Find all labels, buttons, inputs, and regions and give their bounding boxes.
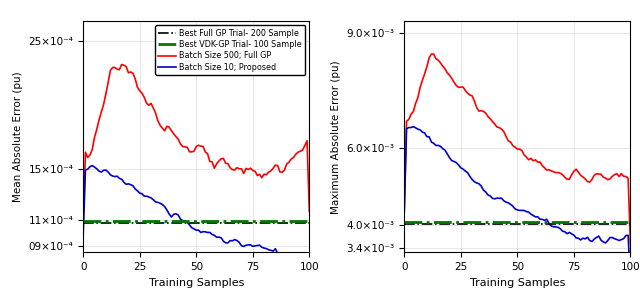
Batch Size 10; Proposed [97,170,105,174]
Batch Size 10; Proposed [186,223,193,227]
Batch Size 10; Proposed [79,233,87,237]
Batch Size 10; Proposed [138,192,146,195]
Line: Batch Size 10; Proposed: Batch Size 10; Proposed [83,166,309,292]
Legend: Best Full GP Trial- 200 Sample, Best VDK-GP Trial- 100 Sample, Batch Size 500; F: Best Full GP Trial- 200 Sample, Best VDK… [156,25,305,75]
Batch Size 10; Proposed [218,236,225,240]
X-axis label: Training Samples: Training Samples [470,278,565,288]
Batch Size 500; Full GP [79,219,87,223]
Y-axis label: Maximum Absolute Error (pu): Maximum Absolute Error (pu) [331,60,341,214]
Batch Size 500; Full GP [305,210,313,213]
X-axis label: Training Samples: Training Samples [148,278,244,288]
Batch Size 500; Full GP [95,118,103,122]
Y-axis label: Mean Absolute Error (pu): Mean Absolute Error (pu) [13,71,23,202]
Batch Size 500; Full GP [138,91,146,95]
Batch Size 10; Proposed [88,164,96,168]
Batch Size 500; Full GP [240,172,248,175]
Batch Size 500; Full GP [186,150,193,154]
Line: Batch Size 500; Full GP: Batch Size 500; Full GP [83,64,309,221]
Batch Size 500; Full GP [252,169,259,173]
Batch Size 500; Full GP [218,157,225,161]
Batch Size 500; Full GP [118,63,125,66]
Batch Size 10; Proposed [305,291,313,294]
Batch Size 10; Proposed [252,244,259,248]
Batch Size 10; Proposed [240,245,248,248]
